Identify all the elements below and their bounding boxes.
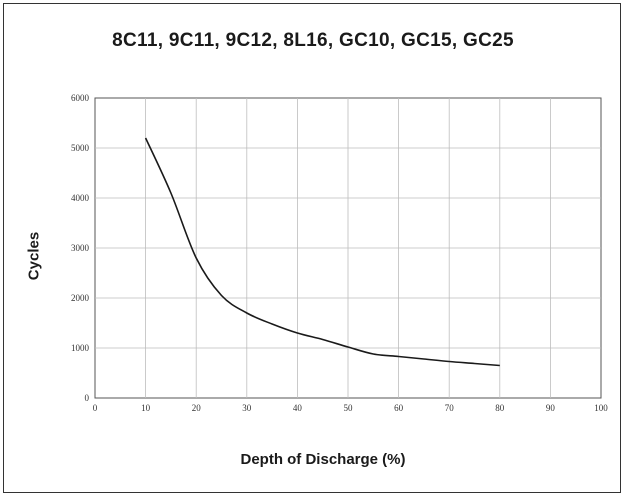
- y-tick-label: 1000: [71, 343, 90, 353]
- x-tick-label: 40: [293, 403, 303, 413]
- series-group: [144, 137, 500, 367]
- x-tick-label: 90: [546, 403, 556, 413]
- x-axis-label: Depth of Discharge (%): [240, 451, 406, 468]
- chart-title: 8C11, 9C11, 9C12, 8L16, GC10, GC15, GC25: [112, 30, 514, 51]
- y-tick-label: 4000: [71, 193, 90, 203]
- x-tick-label: 70: [445, 403, 455, 413]
- x-tick-label: 30: [242, 403, 252, 413]
- x-tick-label: 100: [594, 403, 608, 413]
- y-tick-label: 0: [85, 393, 90, 403]
- x-tick-label: 20: [192, 403, 202, 413]
- x-tick-label: 60: [394, 403, 404, 413]
- y-tick-label: 6000: [71, 93, 90, 103]
- y-tick-label: 2000: [71, 293, 90, 303]
- x-tick-label: 50: [344, 403, 354, 413]
- x-tick-label: 0: [93, 403, 98, 413]
- y-tick-label: 5000: [71, 143, 90, 153]
- x-tick-label: 80: [495, 403, 505, 413]
- cycles-curve: [144, 137, 500, 367]
- y-tick-label: 3000: [71, 243, 90, 253]
- tick-labels: 0 10 20 30 40 50 60 70 80 90 100010002000300040005…: [71, 93, 608, 413]
- x-tick-label: 10: [141, 403, 151, 413]
- grid-lines: [95, 98, 601, 398]
